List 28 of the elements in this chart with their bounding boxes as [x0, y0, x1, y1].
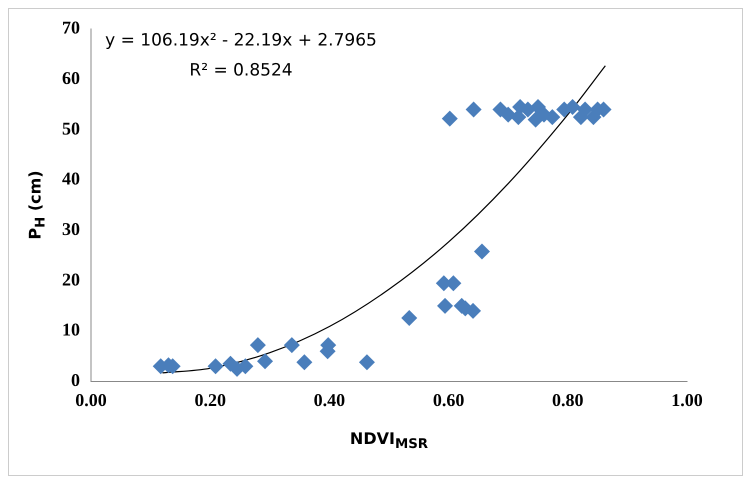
y-tick-label: 20	[62, 269, 80, 290]
point	[250, 337, 266, 354]
x-tick-label: 1.00	[671, 390, 703, 410]
point	[358, 354, 375, 370]
point	[466, 102, 482, 118]
y-tick-label: 50	[62, 118, 80, 138]
x-tick-label: 0.00	[75, 390, 107, 410]
point	[442, 110, 458, 127]
y-tick-label: 0	[71, 370, 80, 390]
y-tick-label: 70	[62, 18, 80, 38]
point	[257, 353, 274, 370]
x-tick-label: 0.40	[314, 390, 346, 410]
point	[437, 298, 454, 314]
point	[208, 358, 224, 374]
y-tick-label: 40	[62, 168, 80, 189]
point	[284, 337, 300, 354]
y-tick-label: 10	[62, 320, 80, 340]
x-tick-label: 0.60	[432, 390, 464, 410]
y-tick-label: 60	[62, 68, 80, 88]
annotation: R² = 0.8524	[189, 60, 293, 80]
x-tick-label: 0.80	[552, 390, 584, 410]
y-tick-label: 30	[62, 219, 80, 240]
point	[296, 354, 312, 370]
x-axis-title: NDVI$_{MSR}$	[350, 429, 428, 453]
point	[474, 244, 490, 260]
x-tick-label: 0.20	[194, 390, 226, 410]
annotation: y = 106.19x² - 22.19x + 2.7965	[105, 30, 377, 50]
point	[401, 310, 418, 326]
